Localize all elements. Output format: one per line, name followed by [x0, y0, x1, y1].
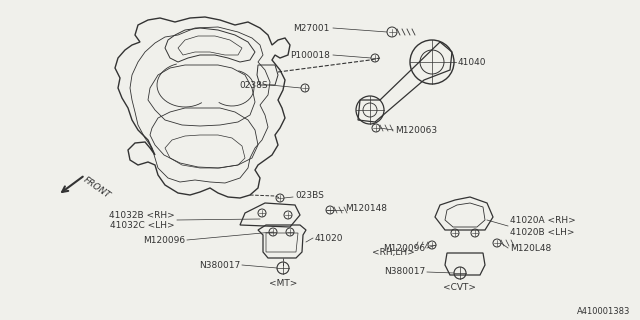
Text: A410001383: A410001383 [577, 308, 630, 316]
Text: 023BS: 023BS [295, 190, 324, 199]
Text: M120L48: M120L48 [510, 244, 551, 252]
Text: FRONT: FRONT [82, 175, 113, 201]
Text: M120096: M120096 [383, 244, 425, 252]
Text: 41040: 41040 [458, 58, 486, 67]
Text: M120148: M120148 [345, 204, 387, 212]
Text: N380017: N380017 [199, 260, 240, 269]
Text: M120063: M120063 [395, 125, 437, 134]
Text: 41032C <LH>: 41032C <LH> [110, 220, 175, 229]
Text: 41020B <LH>: 41020B <LH> [510, 228, 575, 236]
Text: 41020A <RH>: 41020A <RH> [510, 215, 576, 225]
Text: P100018: P100018 [290, 51, 330, 60]
Text: <MT>: <MT> [269, 278, 297, 287]
Text: M27001: M27001 [294, 23, 330, 33]
Text: <CVT>: <CVT> [444, 283, 477, 292]
Text: 41020: 41020 [315, 234, 344, 243]
Text: N380017: N380017 [384, 268, 425, 276]
Text: 41032B <RH>: 41032B <RH> [109, 211, 175, 220]
Text: M120096: M120096 [143, 236, 185, 244]
Text: 0238S: 0238S [239, 81, 268, 90]
Text: <RH,LH>: <RH,LH> [372, 249, 415, 258]
